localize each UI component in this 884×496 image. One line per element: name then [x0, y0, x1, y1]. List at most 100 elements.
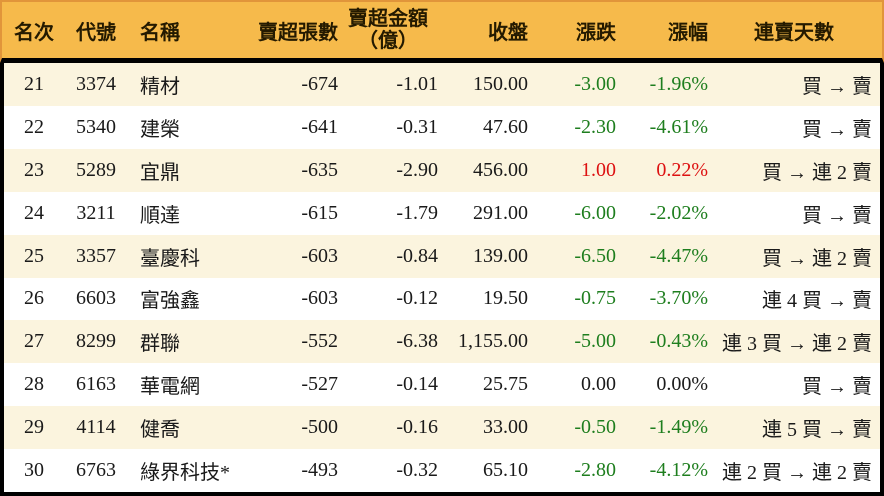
cell-code: 3374	[76, 72, 116, 95]
cell-change: -2.30	[574, 115, 616, 138]
cell-change-pct: -0.43%	[649, 330, 708, 353]
cell-volume: -552	[301, 330, 338, 353]
table-row: 29 4114 健喬 -500 -0.16 33.00 -0.50 -1.49% 連 5 買 →…	[4, 406, 880, 450]
cell-streak: 買 → 連 2 賣	[762, 161, 872, 184]
table-row: 26 6603 富強鑫 -603 -0.12 19.50 -0.75 -3.70% 連 4 買 …	[4, 278, 880, 321]
cell-name: 華電網	[140, 376, 200, 399]
cell-close: 291.00	[473, 201, 528, 224]
cell-volume: -615	[301, 201, 338, 224]
cell-code: 3357	[76, 244, 116, 267]
cell-name: 精材	[140, 75, 180, 98]
table-row: 21 3374 精材 -674 -1.01 150.00 -3.00 -1.96% 買 → 賣	[4, 63, 880, 106]
cell-name: 群聯	[140, 333, 180, 356]
cell-close: 150.00	[473, 72, 528, 95]
cell-change-pct: -3.70%	[649, 287, 708, 310]
table-row: 23 5289 宜鼎 -635 -2.90 456.00 1.00 0.22% 買 → 連 2 …	[4, 148, 880, 192]
cell-name: 綠界科技*	[140, 462, 230, 485]
cell-amount: -0.84	[396, 244, 438, 267]
cell-amount: -1.01	[396, 72, 438, 95]
cell-name: 建榮	[140, 118, 180, 141]
cell-close: 139.00	[473, 244, 528, 267]
col-header-sell-amount-line1: 賣超金額	[348, 8, 428, 30]
cell-change: -5.00	[574, 330, 616, 353]
cell-volume: -603	[301, 244, 338, 267]
cell-streak: 連 5 買 → 賣	[762, 419, 872, 442]
cell-rank: 21	[24, 72, 44, 95]
cell-name: 臺慶科	[140, 247, 200, 270]
cell-change-pct: -2.02%	[649, 201, 708, 224]
cell-rank: 23	[24, 158, 44, 181]
cell-amount: -0.31	[396, 115, 438, 138]
table-row: 22 5340 建榮 -641 -0.31 47.60 -2.30 -4.61% 買 → 賣	[4, 106, 880, 149]
table-row: 28 6163 華電網 -527 -0.14 25.75 0.00 0.00% 買 → 賣	[4, 363, 880, 406]
cell-volume: -641	[301, 115, 338, 138]
cell-volume: -493	[301, 459, 338, 482]
cell-name: 健喬	[140, 419, 180, 442]
cell-rank: 30	[24, 459, 44, 482]
cell-name: 順達	[140, 204, 180, 227]
cell-volume: -500	[301, 416, 338, 439]
cell-change: -6.00	[574, 201, 616, 224]
cell-close: 25.75	[483, 373, 528, 396]
cell-change: 0.00	[581, 373, 616, 396]
cell-streak: 買 → 賣	[802, 204, 872, 227]
cell-name: 宜鼎	[140, 161, 180, 184]
cell-rank: 28	[24, 373, 44, 396]
cell-change-pct: -4.12%	[649, 459, 708, 482]
table-row: 25 3357 臺慶科 -603 -0.84 139.00 -6.50 -4.47% 買 → 連…	[4, 234, 880, 278]
cell-streak: 買 → 賣	[802, 376, 872, 399]
cell-change: -0.50	[574, 416, 616, 439]
col-header-change: 漲跌	[576, 21, 616, 44]
table-row: 24 3211 順達 -615 -1.79 291.00 -6.00 -2.02% 買 → 賣	[4, 192, 880, 235]
cell-code: 6603	[76, 287, 116, 310]
cell-code: 3211	[76, 201, 116, 224]
cell-rank: 22	[24, 115, 44, 138]
cell-streak: 連 3 買 → 連 2 賣	[722, 333, 872, 356]
cell-change-pct: -1.49%	[649, 416, 708, 439]
cell-close: 456.00	[473, 158, 528, 181]
col-header-code: 代號	[76, 21, 116, 44]
cell-streak: 買 → 連 2 賣	[762, 247, 872, 270]
col-header-name: 名稱	[140, 21, 180, 44]
col-header-close: 收盤	[488, 21, 528, 44]
col-header-rank: 名次	[14, 21, 54, 44]
cell-code: 6163	[76, 373, 116, 396]
cell-close: 19.50	[483, 287, 528, 310]
cell-rank: 26	[24, 287, 44, 310]
cell-rank: 29	[24, 416, 44, 439]
cell-close: 1,155.00	[458, 330, 528, 353]
cell-streak: 買 → 賣	[802, 75, 872, 98]
cell-change: -3.00	[574, 72, 616, 95]
cell-streak: 連 4 買 → 賣	[762, 290, 872, 313]
cell-code: 6763	[76, 459, 116, 482]
cell-change: -2.80	[574, 459, 616, 482]
col-header-sell-amount-line2: （億）	[358, 30, 418, 52]
table-row: 27 8299 群聯 -552 -6.38 1,155.00 -5.00 -0.43% 連 3 …	[4, 320, 880, 364]
cell-change: -0.75	[574, 287, 616, 310]
col-header-sell-volume: 賣超張數	[258, 21, 338, 44]
col-header-sell-amount: 賣超金額 （億）	[338, 8, 438, 52]
cell-volume: -603	[301, 287, 338, 310]
cell-name: 富強鑫	[140, 290, 200, 313]
cell-volume: -527	[301, 373, 338, 396]
cell-change-pct: -1.96%	[649, 72, 708, 95]
col-header-streak: 連賣天數	[754, 21, 834, 44]
col-header-change-pct: 漲幅	[668, 21, 708, 44]
cell-rank: 25	[24, 244, 44, 267]
cell-amount: -6.38	[396, 330, 438, 353]
cell-change-pct: 0.22%	[656, 158, 708, 181]
cell-code: 5340	[76, 115, 116, 138]
cell-change-pct: -4.61%	[649, 115, 708, 138]
cell-amount: -0.12	[396, 287, 438, 310]
cell-close: 65.10	[483, 459, 528, 482]
cell-close: 47.60	[483, 115, 528, 138]
cell-streak: 連 2 買 → 連 2 賣	[722, 462, 872, 485]
cell-code: 4114	[76, 416, 116, 439]
cell-change-pct: -4.47%	[649, 244, 708, 267]
cell-amount: -0.32	[396, 459, 438, 482]
cell-code: 8299	[76, 330, 116, 353]
cell-change: 1.00	[581, 158, 616, 181]
cell-amount: -2.90	[396, 158, 438, 181]
